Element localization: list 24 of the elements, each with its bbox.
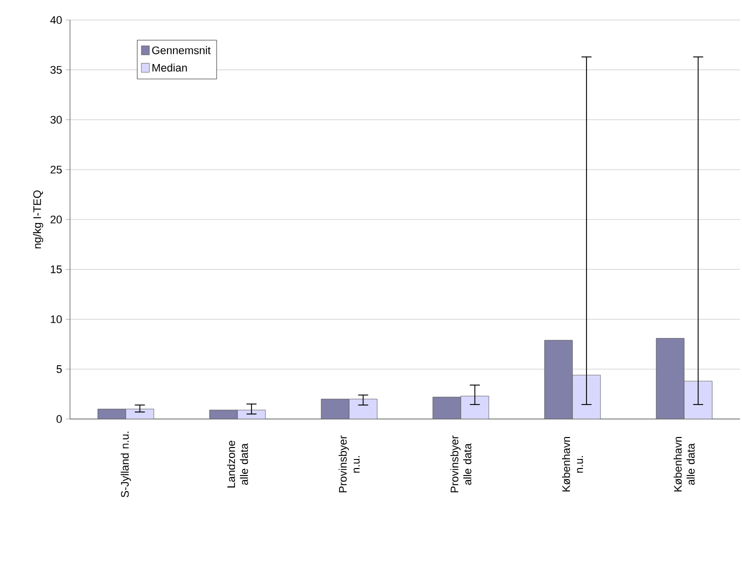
- legend-label: Gennemsnit: [152, 46, 211, 54]
- y-tick-label: 20: [50, 216, 62, 224]
- y-tick-label: 10: [50, 315, 62, 324]
- y-tick-label: 25: [50, 166, 62, 174]
- y-tick-label: 40: [50, 16, 62, 24]
- bar: [432, 396, 462, 419]
- y-tick-label: 30: [50, 116, 62, 124]
- x-tick-label: S-Jylland n.u.: [120, 432, 131, 498]
- x-tick-label: København n.u.: [562, 436, 584, 492]
- bar: [460, 396, 490, 419]
- x-tick-label: Provinsbyer n.u.: [338, 436, 360, 492]
- bar: [320, 398, 350, 419]
- x-tick-label: København alle data: [674, 436, 695, 492]
- y-tick-label: 5: [56, 365, 62, 373]
- y-tick-label: 0: [56, 415, 62, 423]
- x-tick-label: Provinsbyer alle data: [450, 436, 472, 492]
- y-tick-label: 15: [50, 266, 62, 274]
- bar: [656, 338, 684, 419]
- bar: [348, 398, 378, 419]
- legend-label: Median: [152, 64, 187, 72]
- y-axis-title: ng/kg I-TEQ: [32, 190, 44, 248]
- x-tick-label: Landzone alle data: [227, 440, 248, 488]
- bar: [544, 340, 573, 419]
- y-tick-label: 35: [50, 66, 62, 74]
